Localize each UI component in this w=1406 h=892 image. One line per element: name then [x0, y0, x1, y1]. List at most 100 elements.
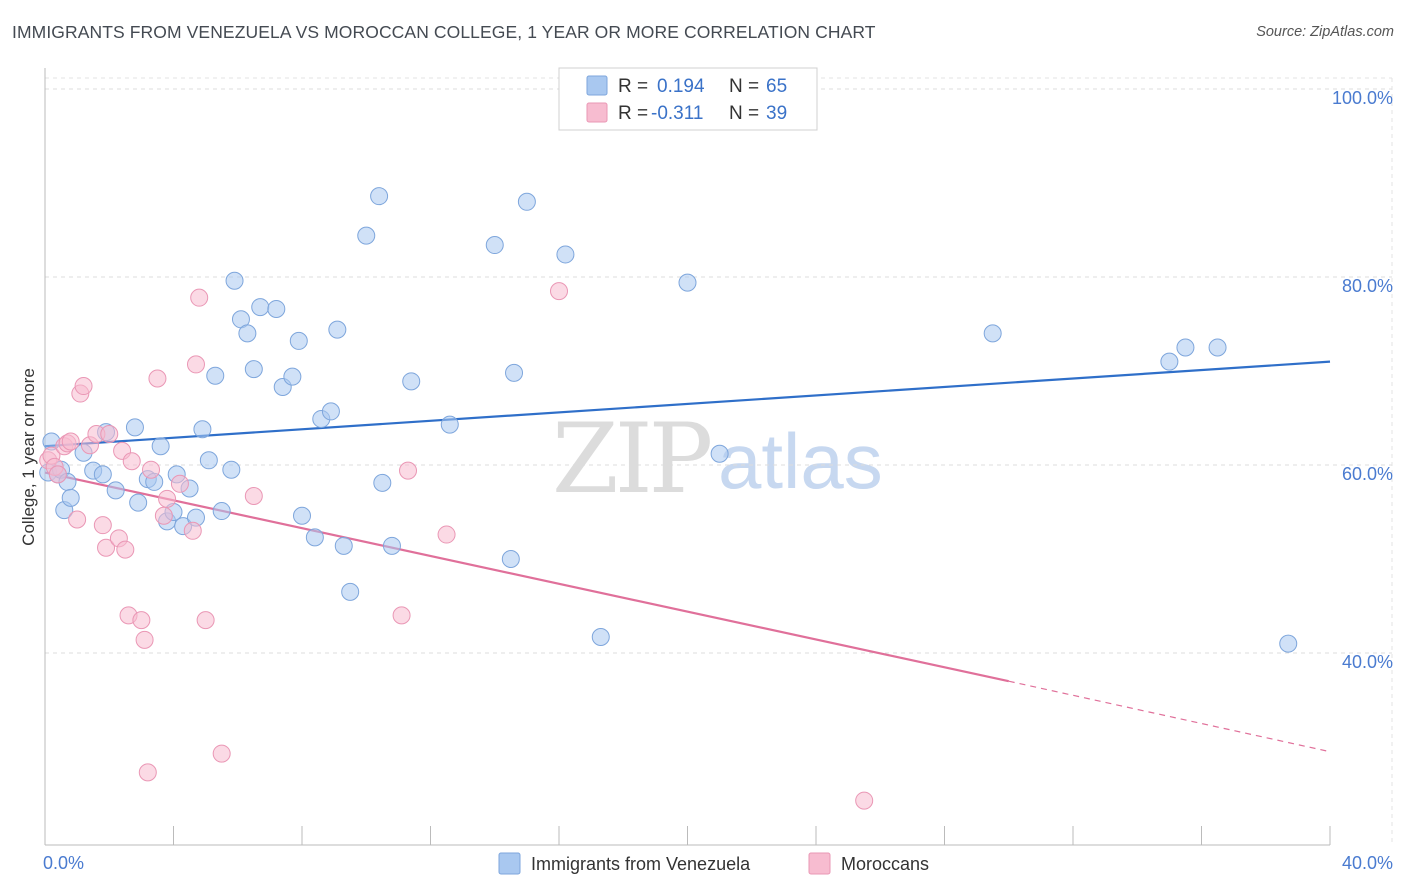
trend-line-moroccans: [44, 471, 1009, 683]
point-venezuela: [225, 271, 244, 290]
legend-label-moroccans: Moroccans: [841, 854, 929, 874]
point-venezuela: [93, 465, 112, 484]
point-venezuela: [199, 451, 218, 470]
point-venezuela: [61, 488, 80, 507]
x-tick-label: 40.0%: [1342, 853, 1393, 873]
point-venezuela: [710, 444, 729, 463]
point-moroccans: [148, 369, 167, 388]
point-venezuela: [293, 506, 311, 525]
point-moroccans: [100, 424, 119, 443]
point-venezuela: [328, 320, 347, 339]
watermark: ZIP atlas: [552, 403, 883, 515]
legend-r-value-moroccans: -0.311: [651, 103, 703, 124]
point-venezuela: [1176, 338, 1195, 357]
x-tick-label: 0.0%: [43, 853, 84, 873]
point-moroccans: [135, 630, 154, 649]
legend-n-label: N =: [729, 76, 759, 97]
point-venezuela: [983, 324, 1002, 343]
legend-r-value-venezuela: 0.194: [657, 76, 705, 97]
trend-line-moroccans-extrapolated: [1008, 680, 1331, 753]
point-venezuela: [334, 536, 353, 555]
point-venezuela: [485, 236, 504, 255]
point-venezuela: [125, 418, 144, 437]
point-moroccans: [48, 465, 67, 484]
point-venezuela: [1208, 338, 1227, 357]
point-moroccans: [93, 516, 112, 535]
point-moroccans: [183, 521, 202, 540]
source-credit: Source: ZipAtlas.com: [1256, 24, 1394, 40]
point-venezuela: [402, 372, 421, 391]
point-moroccans: [116, 540, 135, 559]
point-venezuela: [238, 324, 257, 343]
point-venezuela: [373, 473, 392, 492]
point-venezuela: [440, 415, 459, 434]
point-moroccans: [61, 432, 80, 451]
x-tick-labels: 0.0% 40.0%: [43, 853, 1393, 873]
legend-swatch-moroccans: [808, 852, 831, 875]
y-tick-label: 80.0%: [1342, 276, 1393, 296]
point-venezuela: [251, 298, 270, 317]
legend-swatch-moroccans: [586, 102, 608, 123]
point-venezuela: [556, 245, 575, 264]
chart-title: IMMIGRANTS FROM VENEZUELA VS MOROCCAN CO…: [12, 22, 876, 42]
trend-lines: [44, 360, 1331, 753]
point-moroccans: [138, 763, 157, 782]
legend-swatch-venezuela: [498, 852, 521, 875]
legend-label-venezuela: Immigrants from Venezuela: [531, 854, 751, 874]
point-venezuela: [321, 402, 340, 421]
point-venezuela: [289, 331, 308, 350]
point-moroccans: [158, 489, 177, 508]
point-moroccans: [122, 452, 141, 471]
y-tick-labels: 100.0% 80.0% 60.0% 40.0%: [1332, 88, 1393, 672]
point-venezuela: [305, 528, 324, 547]
point-venezuela: [1279, 634, 1298, 653]
trend-line-venezuela: [44, 360, 1331, 448]
point-moroccans: [244, 487, 263, 506]
point-venezuela: [244, 360, 263, 379]
point-moroccans: [855, 791, 874, 810]
point-venezuela: [341, 582, 360, 601]
point-venezuela: [206, 366, 225, 385]
legend-n-value-venezuela: 65: [766, 76, 787, 97]
y-tick-label: 40.0%: [1342, 652, 1393, 672]
point-venezuela: [151, 437, 170, 456]
point-venezuela: [505, 363, 524, 382]
point-moroccans: [190, 288, 209, 307]
point-venezuela: [212, 502, 231, 521]
y-tick-label: 60.0%: [1342, 464, 1393, 484]
watermark-zip: ZIP: [552, 403, 711, 515]
point-moroccans: [154, 506, 173, 525]
point-venezuela: [370, 187, 389, 206]
point-moroccans: [437, 525, 456, 544]
legend-n-label: N =: [729, 103, 759, 124]
point-moroccans: [550, 282, 568, 301]
point-venezuela: [382, 536, 401, 555]
point-moroccans: [74, 377, 93, 396]
point-moroccans: [399, 461, 418, 480]
point-venezuela: [193, 420, 212, 439]
point-venezuela: [357, 226, 376, 245]
correlation-legend: R = 0.194 N = 65 R = -0.311 N = 39: [558, 67, 818, 131]
legend-swatch-venezuela: [586, 75, 608, 96]
point-moroccans: [97, 538, 116, 557]
legend-r-label: R =: [618, 103, 648, 124]
legend-r-label: R =: [618, 76, 648, 97]
point-moroccans: [196, 611, 215, 630]
point-venezuela: [106, 481, 125, 500]
legend-n-value-moroccans: 39: [766, 103, 787, 124]
point-moroccans: [132, 611, 151, 630]
point-venezuela: [222, 460, 241, 479]
point-venezuela: [1160, 352, 1179, 371]
point-moroccans: [68, 510, 87, 529]
point-moroccans: [186, 355, 205, 374]
point-moroccans: [212, 744, 231, 763]
point-venezuela: [517, 192, 536, 211]
point-moroccans: [392, 606, 411, 625]
point-venezuela: [283, 367, 302, 386]
point-moroccans: [142, 460, 161, 479]
point-venezuela: [678, 273, 697, 292]
y-axis-title: College, 1 year or more: [19, 368, 38, 546]
point-moroccans: [170, 474, 189, 493]
watermark-atlas: atlas: [718, 417, 883, 505]
